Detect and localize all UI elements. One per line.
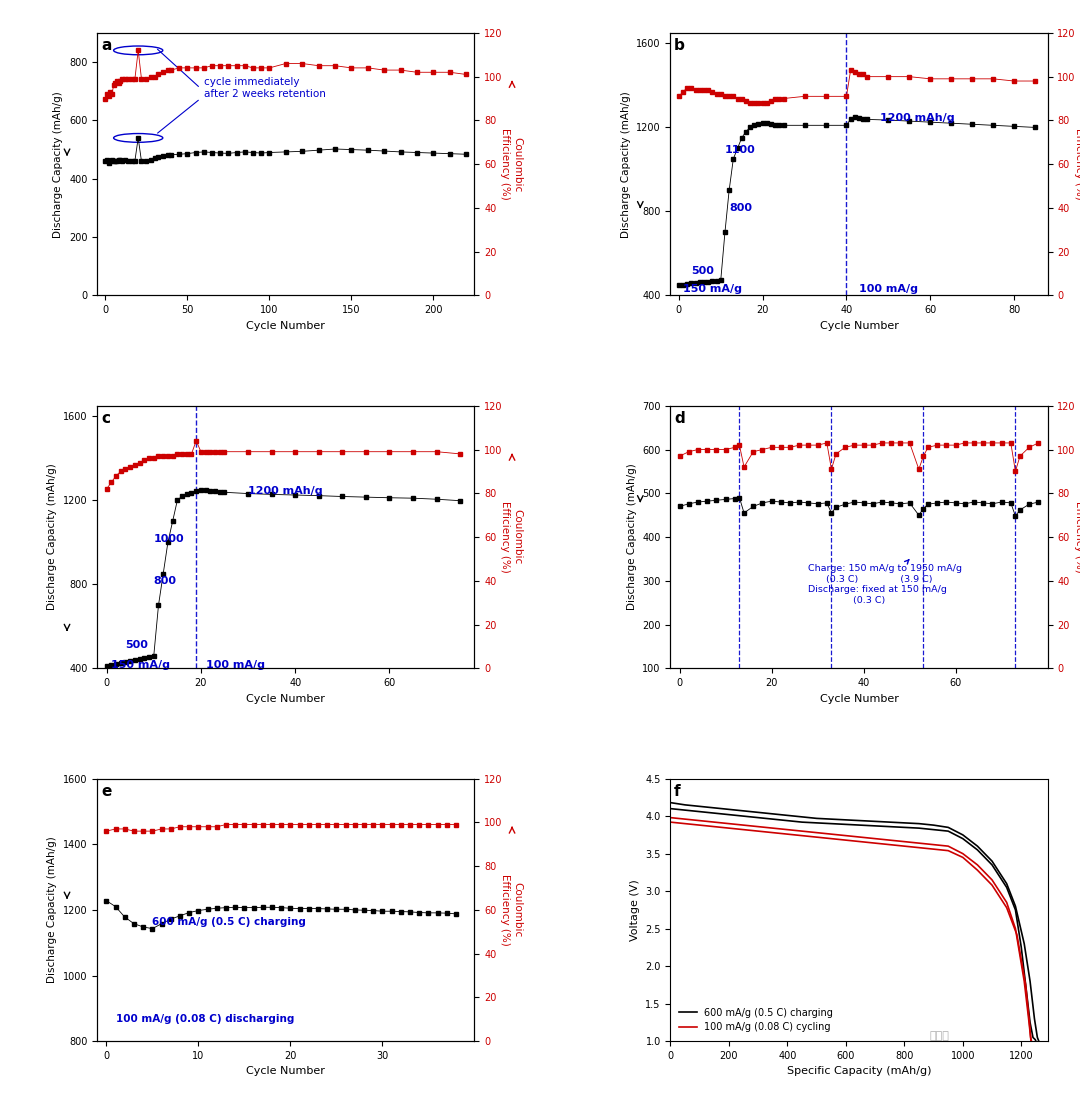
Text: 600 mA/g (0.5 C) charging: 600 mA/g (0.5 C) charging: [152, 916, 307, 927]
Y-axis label: Discharge Capacity (mAh/g): Discharge Capacity (mAh/g): [621, 91, 631, 238]
X-axis label: Cycle Number: Cycle Number: [820, 694, 899, 704]
X-axis label: Cycle Number: Cycle Number: [246, 321, 325, 331]
Y-axis label: Coulombic
Efficiency (%): Coulombic Efficiency (%): [500, 874, 522, 946]
Y-axis label: Coulombic
Efficiency (%): Coulombic Efficiency (%): [1074, 128, 1080, 201]
Text: b: b: [674, 38, 685, 53]
X-axis label: Cycle Number: Cycle Number: [820, 321, 899, 331]
Text: a: a: [100, 38, 111, 53]
Text: e: e: [100, 784, 111, 799]
Text: cycle immediately
after 2 weeks retention: cycle immediately after 2 weeks retentio…: [204, 78, 326, 99]
Text: 100 mA/g (0.08 C) discharging: 100 mA/g (0.08 C) discharging: [116, 1014, 294, 1024]
Text: Charge: 150 mA/g to 1950 mA/g
      (0.3 C)              (3.9 C)
Discharge: fixe: Charge: 150 mA/g to 1950 mA/g (0.3 C) (3…: [809, 560, 962, 605]
Text: 800: 800: [153, 576, 177, 586]
Text: 1200 mAh/g: 1200 mAh/g: [248, 486, 323, 496]
X-axis label: Cycle Number: Cycle Number: [246, 694, 325, 704]
Y-axis label: Voltage (V): Voltage (V): [630, 879, 639, 940]
Text: 500: 500: [691, 266, 714, 276]
Text: 150 mA/g: 150 mA/g: [683, 284, 742, 295]
Y-axis label: Coulombic
Efficiency (%): Coulombic Efficiency (%): [500, 128, 522, 201]
Text: f: f: [674, 784, 680, 799]
X-axis label: Cycle Number: Cycle Number: [246, 1066, 325, 1076]
Y-axis label: Discharge Capacity (mAh/g): Discharge Capacity (mAh/g): [53, 91, 64, 238]
Text: 100 mA/g: 100 mA/g: [859, 284, 918, 295]
Text: 1100: 1100: [725, 145, 756, 155]
Y-axis label: Discharge Capacity (mAh/g): Discharge Capacity (mAh/g): [48, 464, 57, 610]
Text: 150 mA/g: 150 mA/g: [111, 660, 171, 671]
Text: 500: 500: [125, 640, 148, 650]
Text: 量子位: 量子位: [930, 1030, 949, 1041]
Text: 800: 800: [729, 204, 752, 214]
Y-axis label: Discharge Capacity (mAh/g): Discharge Capacity (mAh/g): [48, 836, 57, 983]
Y-axis label: Coulombic
Efficiency (%): Coulombic Efficiency (%): [1074, 501, 1080, 573]
Y-axis label: Coulombic
Efficiency (%): Coulombic Efficiency (%): [500, 501, 522, 573]
Text: 1000: 1000: [153, 534, 185, 545]
Text: c: c: [100, 411, 110, 426]
Y-axis label: Discharge Capacity (mAh/g): Discharge Capacity (mAh/g): [626, 464, 637, 610]
Text: 100 mA/g: 100 mA/g: [205, 660, 265, 671]
X-axis label: Specific Capacity (mAh/g): Specific Capacity (mAh/g): [786, 1066, 931, 1076]
Text: 1200 mAh/g: 1200 mAh/g: [880, 113, 955, 123]
Text: d: d: [674, 411, 685, 426]
Legend: 600 mA/g (0.5 C) charging, 100 mA/g (0.08 C) cycling: 600 mA/g (0.5 C) charging, 100 mA/g (0.0…: [675, 1004, 837, 1037]
